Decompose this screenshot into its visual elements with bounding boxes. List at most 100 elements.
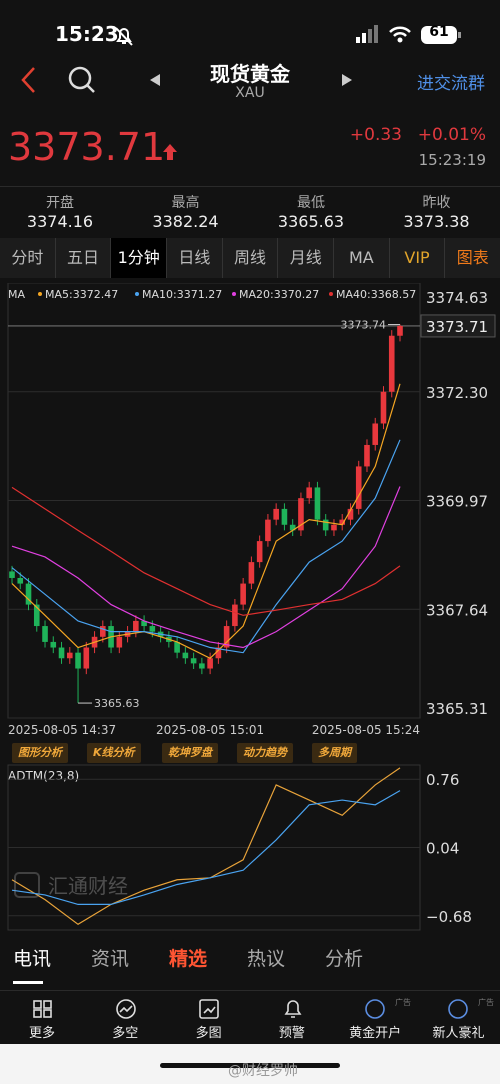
up-arrow	[163, 144, 177, 160]
ma-line	[11, 383, 401, 659]
y-tick-label: 3372.30	[426, 384, 488, 402]
legend-label: MA40:3368.57	[336, 288, 416, 301]
ma-line	[11, 486, 401, 649]
candle-body	[58, 647, 65, 659]
join-group[interactable]: 进交流群	[417, 74, 485, 94]
period-tab[interactable]: 图表	[456, 248, 489, 267]
y-tick-label: 0.04	[426, 840, 459, 858]
divider	[0, 990, 500, 991]
period-tab[interactable]: MA	[334, 238, 390, 278]
candle-body	[100, 626, 106, 637]
y-tick-label: 0.76	[426, 771, 459, 789]
header-icons[interactable]	[14, 64, 114, 96]
period-tab[interactable]: 月线	[278, 238, 335, 278]
legend-title: MA	[8, 288, 25, 301]
legend-label: MA10:3371.27	[142, 288, 222, 301]
ma-line	[11, 486, 401, 616]
candle-body	[223, 626, 230, 648]
legend-label: MA5:3372.47	[45, 288, 118, 301]
stat-value: 3373.38	[403, 212, 470, 231]
candle-body	[50, 641, 57, 648]
indicator-line	[11, 767, 401, 926]
nav-item[interactable]: 更多	[28, 1026, 55, 1041]
candle-body	[174, 641, 180, 653]
candle-body	[33, 604, 40, 627]
candle-body	[273, 508, 279, 520]
candle-body	[207, 658, 213, 669]
nav-item[interactable]: 黄金开户	[349, 1026, 402, 1041]
header-title: 现货黄金	[210, 62, 290, 86]
price-change: +0.33	[349, 125, 402, 145]
price-change-pct: +0.01%	[417, 125, 486, 145]
ad-label: 广告	[478, 998, 494, 1007]
quote-time: 15:23:19	[418, 151, 486, 169]
y-tick-label: 3365.31	[426, 700, 488, 718]
candle-body	[232, 604, 238, 627]
tab-underline	[13, 981, 43, 984]
tool-button[interactable]: 动力趋势	[237, 743, 293, 763]
candle-body	[75, 652, 81, 669]
y-tick-label: 3369.97	[426, 493, 488, 511]
nav-item[interactable]: 多空	[112, 1026, 139, 1041]
candle-body	[314, 487, 321, 520]
news-tab[interactable]: 热议	[247, 948, 286, 970]
candle-body	[182, 652, 189, 659]
divider	[0, 186, 500, 187]
legend-dot	[232, 292, 236, 296]
legend-dot	[329, 292, 333, 296]
tool-button[interactable]: 多周期	[312, 743, 357, 763]
indicator-title: ADTM(23,8)	[8, 769, 79, 783]
legend-dot	[135, 292, 139, 296]
y-tick-label: 3374.63	[426, 289, 488, 307]
candle-body	[322, 519, 329, 531]
nav-item[interactable]: 预警	[278, 1026, 305, 1041]
period-tab[interactable]: VIP	[390, 238, 446, 278]
candle-body	[364, 444, 370, 467]
candle-body	[83, 647, 90, 669]
news-tab[interactable]: 电讯	[13, 948, 52, 970]
status-icons	[356, 25, 461, 44]
legend-label: MA20:3370.27	[239, 288, 319, 301]
candle-body	[240, 583, 246, 605]
candle-body	[298, 498, 304, 531]
candle-body	[116, 636, 123, 648]
period-tab[interactable]: 周线	[223, 238, 279, 278]
ad-label: 广告	[395, 998, 411, 1007]
nav-icons	[33, 999, 468, 1019]
period-tabs: 分时 五日 1分钟 日线 周线 月线 MA VIP 图表	[0, 238, 500, 278]
stat-label: 开盘	[46, 195, 74, 211]
tool-button[interactable]: 乾坤罗盘	[162, 743, 218, 763]
watermark: 汇通财经	[48, 874, 128, 898]
annotation-label: 3373.74	[341, 319, 387, 332]
last-price-label: 3373.71	[426, 318, 488, 336]
x-tick-label: 2025-08-05 15:01	[156, 723, 264, 737]
tool-button[interactable]: K线分析	[87, 743, 141, 763]
last-price-box	[420, 314, 496, 338]
candle-body	[256, 541, 263, 563]
candle-body	[397, 325, 403, 336]
period-tab[interactable]: 分时	[0, 238, 56, 278]
legend-dot	[38, 292, 42, 296]
annotation-label: 3365.63	[94, 697, 140, 710]
watermark-logo	[14, 872, 40, 898]
stat-value: 3382.24	[152, 212, 219, 231]
home-indicator	[160, 1063, 340, 1068]
news-tab[interactable]: 资讯	[91, 948, 130, 970]
nav-item[interactable]: 新人豪礼	[432, 1026, 485, 1041]
ma-line	[11, 439, 401, 654]
candle-body	[281, 508, 288, 525]
candle-body	[42, 626, 48, 642]
indicator-line	[11, 790, 401, 905]
mute-icon	[115, 27, 133, 46]
candle-body	[149, 626, 156, 632]
candle-body	[190, 658, 197, 664]
news-tab[interactable]: 分析	[325, 948, 364, 970]
candle-body	[25, 583, 32, 605]
period-tab[interactable]: 五日	[56, 238, 112, 278]
tool-button[interactable]: 图形分析	[12, 743, 68, 763]
period-tab[interactable]: 日线	[167, 238, 223, 278]
news-tab[interactable]: 精选	[169, 948, 208, 970]
period-tab[interactable]: 1分钟	[111, 238, 168, 278]
nav-item[interactable]: 多图	[195, 1026, 222, 1041]
candle-body	[248, 562, 255, 584]
